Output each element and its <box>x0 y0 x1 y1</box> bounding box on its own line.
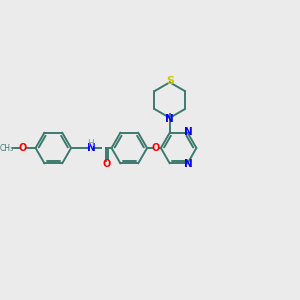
Text: O: O <box>19 143 27 153</box>
Text: CH₃: CH₃ <box>0 143 14 152</box>
Text: N: N <box>87 143 96 153</box>
Text: N: N <box>184 127 193 137</box>
Text: O: O <box>103 159 111 169</box>
Text: N: N <box>184 159 193 170</box>
Text: O: O <box>152 143 160 153</box>
Text: H: H <box>88 139 94 148</box>
Text: N: N <box>165 114 174 124</box>
Text: S: S <box>166 76 174 86</box>
